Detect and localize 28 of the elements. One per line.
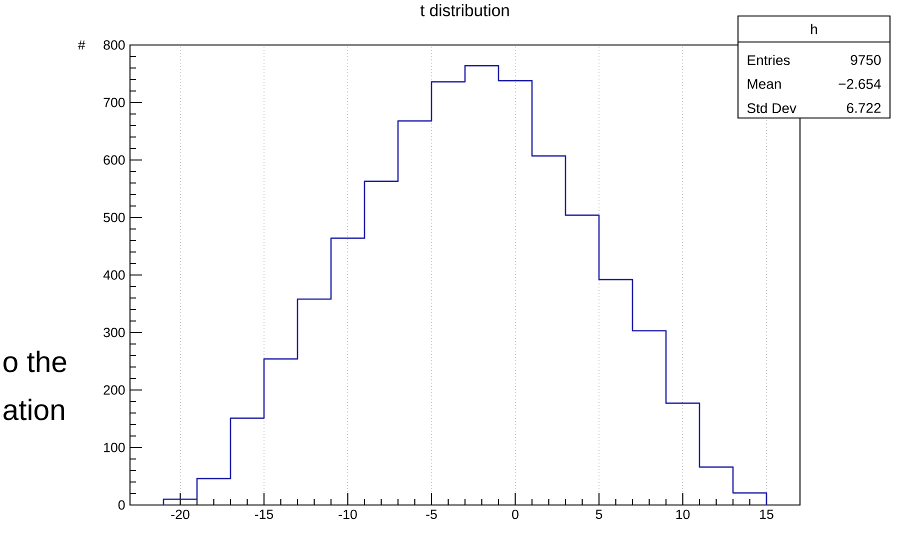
x-tick-label: -20 bbox=[171, 510, 190, 520]
y-axis-title: # bbox=[78, 40, 86, 50]
annotation: Entries bbox=[748, 54, 790, 66]
y-tick-label: 800 bbox=[104, 40, 125, 50]
x-tick-label: -10 bbox=[338, 510, 357, 520]
y-tick-label: 100 bbox=[104, 442, 125, 452]
text: h bbox=[811, 24, 817, 34]
text: 9750 bbox=[850, 55, 881, 65]
y-tick-label: 300 bbox=[104, 328, 125, 338]
annotation: Std Dev bbox=[747, 102, 796, 114]
y-tick-label: 0 bbox=[118, 500, 125, 510]
y-tick-label: 200 bbox=[104, 385, 125, 395]
x-tick-label: 0 bbox=[512, 510, 518, 520]
annotation: Mean bbox=[748, 79, 781, 89]
text: o the bbox=[4, 350, 66, 372]
x-tick-label: -5 bbox=[426, 510, 437, 519]
chart-title: t distribution bbox=[420, 4, 509, 16]
text: −2.654 bbox=[838, 79, 881, 89]
y-tick-label: 600 bbox=[104, 155, 125, 165]
y-tick-label: 700 bbox=[104, 98, 125, 108]
text: ation bbox=[4, 398, 64, 420]
x-tick-label: 15 bbox=[760, 510, 774, 519]
x-tick-label: -15 bbox=[254, 510, 274, 519]
x-tick-label: 10 bbox=[676, 510, 690, 520]
text: 6.722 bbox=[846, 103, 881, 113]
y-tick-label: 400 bbox=[103, 270, 125, 280]
y-tick-label: 500 bbox=[104, 212, 125, 222]
x-tick-label: 5 bbox=[596, 510, 602, 519]
